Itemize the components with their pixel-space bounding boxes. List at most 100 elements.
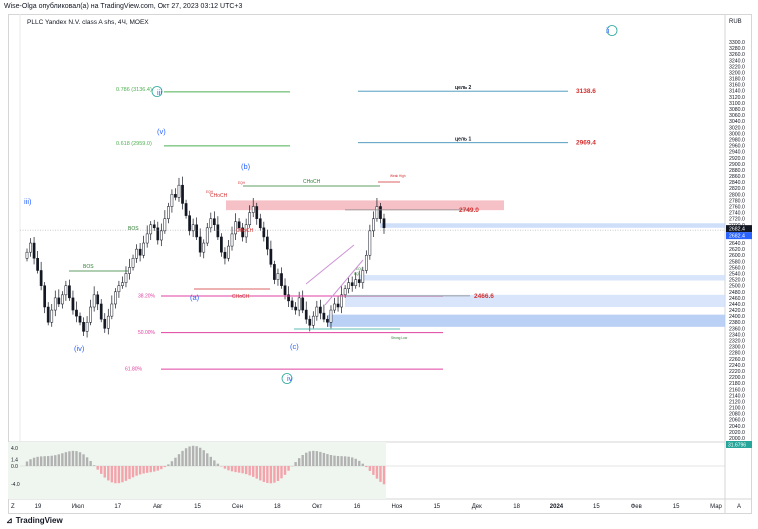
candle-body <box>71 297 75 311</box>
triangle-lower <box>324 259 364 306</box>
indicator-bar <box>163 466 167 468</box>
candle-body <box>287 294 290 302</box>
candle-body <box>60 294 64 305</box>
demand-zone-3 <box>345 294 725 308</box>
indicator-bar <box>85 457 89 466</box>
time-axis[interactable]: 19 Июл 17 Авг 15 Сен 18 Окт 16 Ноя 15 Дек 18 2024 15 Фе… <box>11 504 741 510</box>
indicator-bar <box>315 451 319 466</box>
candle-body <box>53 297 57 311</box>
time-tick-label: Мар <box>710 504 722 510</box>
candle-body <box>177 184 181 198</box>
candle-body <box>121 282 124 286</box>
candle-body <box>234 221 237 235</box>
candle-body <box>114 291 117 305</box>
annotations-layer: 0.786 (3136.4) 0.618 (2959.0) 38.20% 50.00%… <box>20 25 725 384</box>
candle-body <box>340 294 343 308</box>
indicator-bar <box>191 445 195 466</box>
indicator-bar <box>333 455 336 466</box>
candle-body <box>106 315 110 329</box>
indicator-bar <box>343 456 347 466</box>
price-tick-label: 2440.0 <box>729 302 745 308</box>
indicator-bar <box>121 466 124 483</box>
fib-label: 0.786 (3136.4) <box>116 87 152 93</box>
indicator-bar <box>39 456 43 466</box>
indicator-bar <box>170 461 174 466</box>
candles-layer <box>25 176 386 338</box>
structure-label: CHoCH <box>210 193 228 199</box>
time-tick-label: 16 <box>354 504 361 510</box>
time-axis-right-corner: A <box>737 504 741 510</box>
structure-label: BOS <box>128 226 139 232</box>
price-tick-label: 2500.0 <box>729 284 745 290</box>
price-tick-label: 2340.0 <box>729 332 745 338</box>
price-tick-label: 3140.0 <box>729 89 745 95</box>
structure-label: EQH <box>238 181 246 185</box>
indicator-bar <box>283 466 287 475</box>
retracement-label: 50.00% <box>138 330 156 336</box>
indicator-bar <box>96 466 99 470</box>
price-tick-label: 2380.0 <box>729 320 745 326</box>
price-tick-label: 2640.0 <box>729 241 745 247</box>
candle-body <box>248 212 252 226</box>
chart-frame <box>8 14 752 514</box>
indicator-bar <box>78 452 82 466</box>
candle-body <box>78 315 82 323</box>
candle-body <box>135 248 138 259</box>
wave-label: (v) <box>157 127 166 136</box>
candle-body <box>181 184 184 204</box>
candle-body <box>46 306 50 323</box>
tradingview-brand[interactable]: ⊿ TradingView <box>6 516 63 525</box>
indicator-bar <box>368 466 372 471</box>
indicator-bar <box>167 464 170 466</box>
zones-layer <box>8 200 725 499</box>
time-tick-label: Июл <box>72 504 85 510</box>
candle-body <box>350 282 354 286</box>
indicator-bar <box>75 451 78 466</box>
price-tick-label: 3280.0 <box>729 46 745 52</box>
candle-body <box>25 251 29 259</box>
candle-body <box>209 218 213 229</box>
candle-body <box>205 227 209 244</box>
indicator-bar <box>160 466 163 470</box>
candle-body <box>304 309 308 320</box>
price-axis[interactable]: 3300.03280.03260.03240.03220.03200.03180… <box>726 40 752 449</box>
indicator-bar <box>336 456 340 466</box>
target-value: 2969.4 <box>576 140 596 147</box>
candle-body <box>280 273 283 286</box>
indicator-bar <box>25 461 29 466</box>
price-tick-label: 2900.0 <box>729 162 745 168</box>
structure-label: Weak High <box>390 174 406 178</box>
candle-body <box>227 245 230 259</box>
candle-body <box>50 309 54 323</box>
indicator-bar <box>198 447 202 466</box>
time-tick-label: Окт <box>312 504 322 510</box>
candle-body <box>212 218 216 226</box>
indicator-bar <box>29 459 32 466</box>
time-tick-label: 15 <box>593 504 600 510</box>
indicator-bar <box>149 466 152 473</box>
indicator-bar <box>184 448 188 466</box>
price-tick-label: 2980.0 <box>729 137 745 143</box>
retracement-label: 38.20% <box>138 294 156 300</box>
price-tick-label: 3240.0 <box>729 58 745 64</box>
indicator-bar <box>329 454 333 466</box>
price-tick-label: 2480.0 <box>729 290 745 296</box>
indicator-bar <box>294 462 297 466</box>
indicator-bar <box>280 466 283 479</box>
indicator-bar <box>107 466 110 481</box>
indicator-bar <box>326 454 329 466</box>
demand-zone-4 <box>328 314 725 327</box>
indicator-bar <box>297 458 301 466</box>
price-tick-label: 2200.0 <box>729 375 745 381</box>
candle-body <box>89 306 92 323</box>
price-tick-label: 2320.0 <box>729 339 745 345</box>
candle-body <box>64 285 68 296</box>
supply-zone <box>226 200 504 211</box>
price-tick-label: 2540.0 <box>729 272 745 278</box>
candle-body <box>32 242 36 259</box>
indicator-tick-label: 4.0 <box>11 446 18 452</box>
price-tick-label: 2240.0 <box>729 363 745 369</box>
price-tick-label: 2400.0 <box>729 314 745 320</box>
candle-body <box>308 318 312 326</box>
